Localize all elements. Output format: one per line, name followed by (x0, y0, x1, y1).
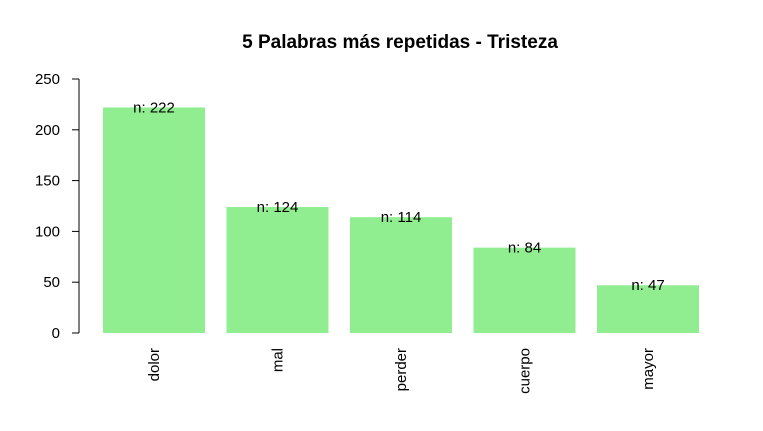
bar-mal (226, 207, 329, 333)
x-category-label: mayor (640, 348, 657, 390)
bar-series (103, 107, 699, 333)
x-axis-labels: dolor mal perder cuerpo mayor (146, 348, 657, 394)
x-category-label: cuerpo (517, 348, 534, 394)
data-label: n: 84 (508, 240, 541, 257)
x-category-label: perder (393, 348, 410, 391)
data-label: n: 124 (257, 199, 299, 216)
y-axis: 0 50 100 150 200 250 (35, 71, 79, 342)
bar-cuerpo (473, 247, 576, 333)
bar-dolor (103, 107, 205, 333)
bar-mayor (597, 285, 699, 333)
x-category-label: dolor (146, 348, 163, 381)
chart-title: 5 Palabras más repetidas - Tristeza (242, 32, 558, 53)
data-label: n: 114 (381, 209, 422, 226)
y-tick-label: 150 (35, 173, 60, 190)
x-category-label: mal (270, 348, 287, 372)
bar-perder (350, 217, 452, 333)
data-label: n: 47 (631, 277, 664, 294)
data-labels: n: 222 n: 124 n: 114 n: 84 n: 47 (133, 99, 665, 294)
y-tick-label: 50 (43, 274, 60, 291)
data-label: n: 222 (133, 99, 175, 116)
y-tick-label: 250 (35, 71, 60, 88)
y-tick-label: 0 (52, 325, 60, 342)
y-tick-label: 200 (35, 122, 60, 139)
y-tick-label: 100 (35, 223, 60, 240)
